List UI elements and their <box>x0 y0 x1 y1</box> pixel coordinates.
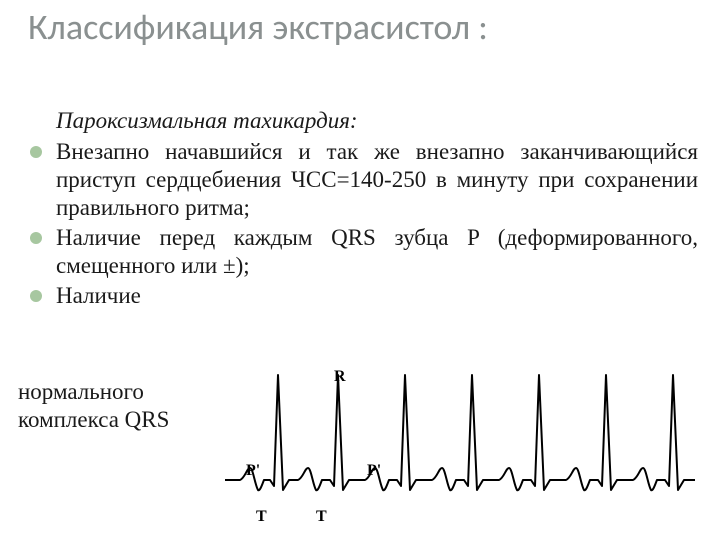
bullet-item: Наличие <box>18 282 698 310</box>
bullet-list: Внезапно начавшийся и так же внезапно за… <box>18 138 698 312</box>
ecg-chart: R P' P' T T <box>220 350 700 530</box>
ecg-label-r: R <box>334 368 346 386</box>
slide-title: Классификация экстрасистол : <box>28 8 488 48</box>
ecg-label-t: T <box>256 508 267 526</box>
ecg-label-t: T <box>316 508 327 526</box>
continuation-line: нормального <box>18 378 144 406</box>
ecg-label-p: P' <box>246 462 260 480</box>
bullet-item: Наличие перед каждым QRS зубца P (деформ… <box>18 224 698 280</box>
slide: Классификация экстрасистол : Пароксизмал… <box>0 0 720 540</box>
bullet-item: Внезапно начавшийся и так же внезапно за… <box>18 138 698 222</box>
ecg-label-p: P' <box>367 462 381 480</box>
subtitle: Пароксизмальная тахикардия: <box>56 108 358 134</box>
continuation-line: комплекса QRS <box>18 406 169 434</box>
ecg-waveform <box>220 350 700 530</box>
